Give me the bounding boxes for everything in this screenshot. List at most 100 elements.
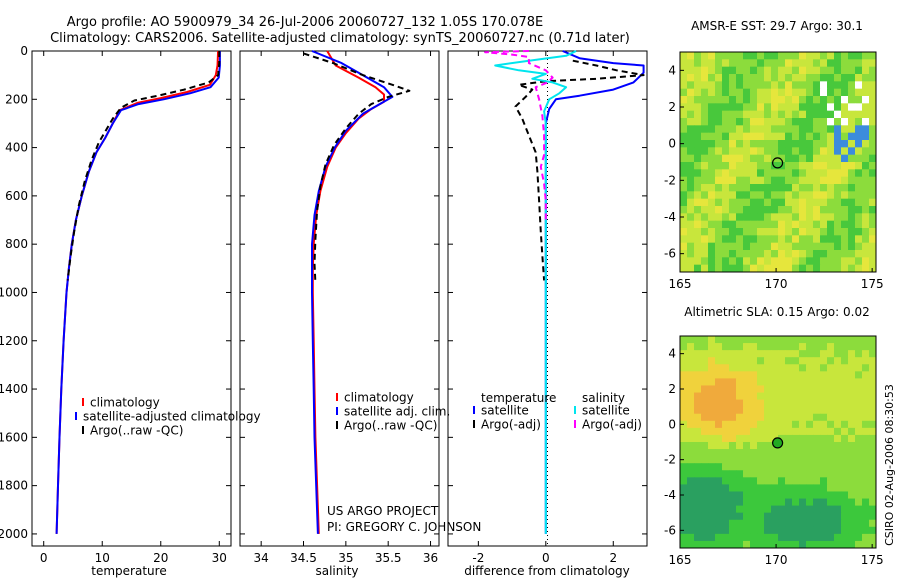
map-cell (743, 413, 751, 422)
map-cell (708, 406, 716, 415)
map-cell (757, 140, 765, 148)
map-cell (806, 526, 814, 535)
map-cell (722, 154, 730, 163)
map-cell (757, 242, 765, 251)
map-cell (841, 235, 849, 244)
map-cell (785, 420, 793, 429)
map-cell (869, 533, 877, 542)
map-cell (778, 491, 786, 499)
map-cell (848, 242, 856, 251)
map-cell (792, 420, 800, 429)
map-cell (848, 392, 856, 400)
map-cell (743, 357, 751, 365)
map-cell (848, 385, 856, 393)
map-cell (806, 392, 814, 400)
map-cell (806, 540, 814, 549)
temperature-xlabel: temperature (91, 564, 166, 578)
map-cell (778, 399, 786, 408)
map-cell (834, 343, 842, 351)
map-cell (750, 540, 758, 549)
map-cell (778, 66, 786, 75)
map-cell (869, 250, 877, 258)
legend-label-sal-argo: Argo(-adj) (582, 418, 642, 432)
map-cell (764, 399, 772, 408)
map-cell (869, 364, 877, 372)
map-cell (701, 257, 709, 266)
map-cell (841, 406, 849, 415)
map-cell (715, 103, 723, 112)
map-cell (834, 477, 842, 485)
map-cell (799, 250, 807, 258)
map-cell (722, 371, 730, 379)
map-cell (806, 191, 814, 200)
difference-axis-ticks: -2 0 2 (448, 50, 647, 565)
map-cell (813, 147, 821, 156)
map-cell (722, 526, 730, 535)
map-cell (750, 434, 758, 443)
map-cell (792, 540, 800, 549)
map-cell (813, 392, 821, 400)
map-cell (743, 364, 751, 372)
map-cell (841, 213, 849, 222)
map-cell (827, 147, 835, 156)
map-cell (827, 533, 835, 542)
map-cell (743, 198, 751, 207)
map-cell (848, 52, 856, 60)
map-cell (862, 118, 870, 126)
map-cell (750, 235, 758, 244)
map-cell (799, 110, 807, 119)
map-cell (869, 235, 877, 244)
map-cell (715, 213, 723, 222)
map-cell (841, 491, 849, 499)
map-cell (785, 154, 793, 163)
map-cell (820, 96, 828, 104)
map-cell (687, 378, 695, 386)
map-cell (729, 427, 737, 436)
map-cell (729, 162, 737, 170)
map-cell (701, 427, 709, 436)
map-cell (806, 498, 814, 506)
map-cell (729, 463, 737, 471)
map-cell (792, 463, 800, 471)
map-cell (820, 470, 828, 478)
map-cell (834, 140, 842, 148)
map-cell (813, 264, 821, 273)
map-cell (834, 154, 842, 163)
map-cell (750, 420, 758, 429)
map-cell (792, 434, 800, 443)
map-cell (680, 371, 688, 379)
map-cell (855, 427, 863, 436)
map-cell (764, 206, 772, 214)
map-cell (743, 470, 751, 478)
map-cell (869, 477, 877, 485)
map-cell (771, 491, 779, 499)
map-cell (848, 125, 856, 134)
map-cell (799, 242, 807, 251)
map-cell (869, 491, 877, 499)
map-cell (799, 59, 807, 68)
series-line-temperature-satellite (544, 50, 645, 534)
map-cell (722, 442, 730, 450)
map-cell (694, 103, 702, 112)
map-cell (736, 526, 744, 535)
map-cell (701, 449, 709, 457)
map-cell (757, 442, 765, 450)
map-cell (778, 540, 786, 549)
map-cell (722, 463, 730, 471)
map-cell (729, 519, 737, 528)
map-cell (834, 378, 842, 386)
map-cell (757, 52, 765, 60)
map-cell (687, 512, 695, 521)
map-y-tick-label: 2 (668, 382, 676, 396)
map-cell (750, 484, 758, 492)
map-cell (855, 162, 863, 170)
map-cell (855, 125, 863, 134)
map-cell (694, 399, 702, 408)
map-cell (771, 364, 779, 372)
map-cell (722, 413, 730, 422)
map-cell (869, 442, 877, 450)
map-cell (764, 533, 772, 542)
map-cell (792, 140, 800, 148)
map-cell (869, 74, 877, 82)
map-cell (820, 371, 828, 379)
